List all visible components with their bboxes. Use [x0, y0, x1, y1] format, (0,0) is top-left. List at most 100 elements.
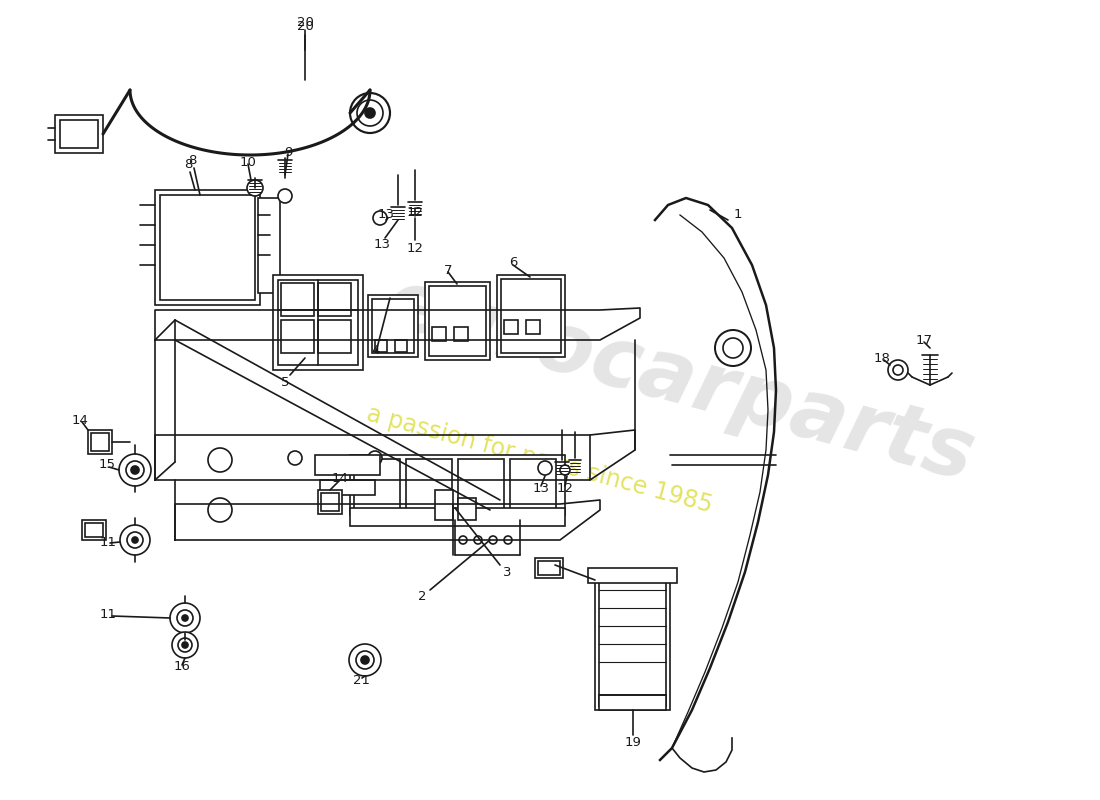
Text: 8: 8 [184, 158, 192, 171]
Circle shape [120, 525, 150, 555]
Bar [321, 493, 339, 511]
Circle shape [459, 536, 468, 544]
Bar [350, 455, 565, 515]
Bar [600, 579, 666, 706]
Circle shape [373, 211, 387, 225]
Bar [372, 299, 414, 353]
Text: 12: 12 [407, 242, 424, 254]
Bar [91, 433, 109, 451]
Text: 14: 14 [331, 471, 349, 485]
Circle shape [368, 451, 382, 465]
Bar [155, 190, 260, 305]
Text: 13: 13 [532, 482, 550, 494]
Circle shape [288, 451, 302, 465]
Circle shape [126, 461, 144, 479]
Circle shape [278, 189, 292, 203]
Bar [454, 327, 467, 341]
Circle shape [208, 448, 232, 472]
Bar [280, 283, 314, 316]
Text: 12: 12 [557, 482, 573, 494]
Bar [88, 430, 112, 454]
Text: 14: 14 [72, 414, 88, 426]
Circle shape [350, 93, 390, 133]
Text: 5: 5 [280, 375, 289, 389]
Bar [315, 455, 379, 475]
Text: 20: 20 [297, 21, 313, 34]
Bar [318, 283, 351, 316]
Circle shape [504, 536, 512, 544]
Bar [595, 575, 670, 710]
Circle shape [132, 537, 138, 543]
Bar [85, 523, 103, 537]
Bar [375, 340, 387, 352]
Bar [160, 195, 255, 300]
Bar [258, 198, 280, 293]
Circle shape [474, 536, 482, 544]
Circle shape [248, 180, 263, 196]
Bar [350, 508, 565, 526]
Bar [55, 115, 103, 153]
Circle shape [349, 644, 381, 676]
Bar [82, 520, 106, 540]
Bar [273, 275, 363, 370]
Bar [500, 279, 561, 353]
Text: 4: 4 [372, 343, 381, 357]
Circle shape [208, 498, 232, 522]
Circle shape [538, 461, 552, 475]
Text: 2: 2 [418, 590, 427, 603]
Bar [354, 459, 400, 511]
Text: 12: 12 [407, 206, 424, 219]
Circle shape [119, 454, 151, 486]
Circle shape [490, 536, 497, 544]
Bar [280, 320, 314, 353]
Circle shape [715, 330, 751, 366]
Text: 11: 11 [99, 535, 117, 549]
Bar [368, 295, 418, 357]
Circle shape [178, 638, 192, 652]
Circle shape [126, 532, 143, 548]
Circle shape [356, 651, 374, 669]
Circle shape [170, 603, 200, 633]
Bar [278, 280, 358, 365]
Bar [535, 558, 563, 578]
Circle shape [365, 108, 375, 118]
Bar [526, 320, 540, 334]
Text: 21: 21 [353, 674, 371, 686]
Text: 8: 8 [188, 154, 196, 166]
Text: 9: 9 [284, 146, 293, 158]
Circle shape [361, 656, 368, 664]
Circle shape [131, 466, 139, 474]
Text: 7: 7 [443, 263, 452, 277]
Text: 15: 15 [99, 458, 116, 471]
Circle shape [172, 632, 198, 658]
Bar [318, 490, 342, 514]
Bar [588, 568, 676, 583]
Text: 13: 13 [374, 238, 390, 251]
Text: 18: 18 [873, 351, 890, 365]
Circle shape [893, 365, 903, 375]
Bar [425, 282, 490, 360]
Bar [504, 320, 518, 334]
Bar [60, 120, 98, 148]
Bar [458, 459, 504, 511]
Text: a passion for parts since 1985: a passion for parts since 1985 [364, 402, 716, 518]
Circle shape [182, 615, 188, 621]
Text: 10: 10 [240, 155, 256, 169]
Circle shape [182, 642, 188, 648]
Bar [318, 320, 351, 353]
Text: 6: 6 [509, 257, 517, 270]
Text: 19: 19 [625, 735, 641, 749]
Circle shape [177, 610, 192, 626]
Bar [406, 459, 452, 511]
Text: 13: 13 [377, 209, 395, 222]
Text: 1: 1 [734, 209, 742, 222]
Text: eurocarparts: eurocarparts [376, 262, 983, 498]
Text: 17: 17 [915, 334, 933, 346]
Bar [497, 275, 565, 357]
Text: 20: 20 [297, 15, 313, 29]
Circle shape [560, 465, 570, 475]
Circle shape [723, 338, 743, 358]
Text: 16: 16 [174, 661, 190, 674]
Bar [434, 490, 453, 520]
Text: 11: 11 [99, 609, 117, 622]
